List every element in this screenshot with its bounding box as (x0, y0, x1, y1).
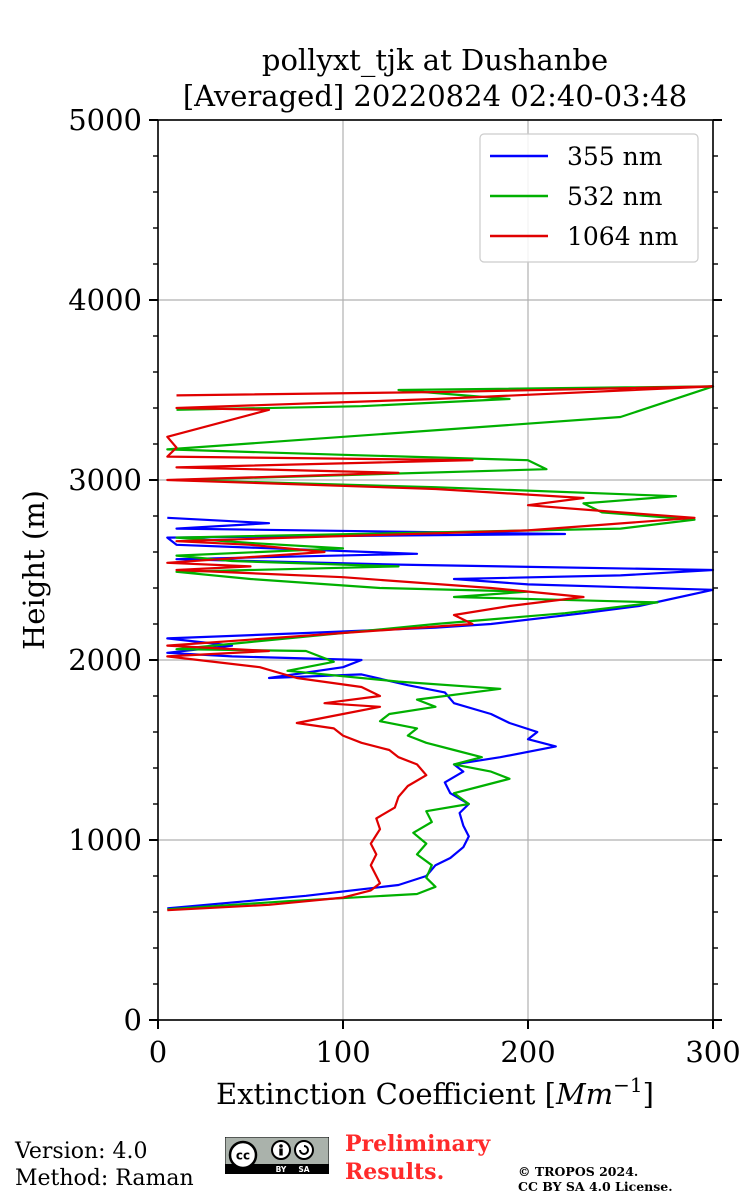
version-info: Version: 4.0 Method: Raman (15, 1138, 194, 1192)
legend-label-1: 532 nm (567, 182, 663, 211)
extinction-profile-chart: pollyxt_tjk at Dushanbe [Averaged] 20220… (17, 43, 741, 1111)
preliminary-notice: Preliminary Results. (345, 1130, 490, 1186)
chart-title: pollyxt_tjk at Dushanbe (262, 43, 608, 78)
series-line-2 (166, 385, 715, 912)
series-layer (166, 385, 715, 912)
series-line-0 (166, 516, 715, 910)
legend-box (479, 133, 699, 263)
y-tick-label-4: 4000 (68, 283, 142, 317)
sa-label: SA (298, 1165, 309, 1174)
cc-icon (228, 1140, 258, 1170)
copyright-line-2: CC BY SA 4.0 License. (518, 1179, 673, 1194)
x-tick-label-2: 200 (500, 1035, 555, 1069)
x-axis-unit-close: ] (643, 1077, 654, 1111)
series-line-1 (166, 385, 715, 911)
x-tick-label-1: 100 (315, 1035, 370, 1069)
y-tick-label-5: 5000 (68, 103, 142, 137)
x-tick-label-0: 0 (149, 1035, 167, 1069)
preliminary-line-1: Preliminary (345, 1131, 491, 1157)
y-tick-label-0: 0 (124, 1003, 142, 1037)
method-label: Method: Raman (15, 1166, 194, 1191)
x-tick-label-3: 300 (685, 1035, 740, 1069)
by-icon-body (279, 1148, 283, 1156)
legend-label-2: 1064 nm (567, 222, 679, 251)
sa-icon-arrow (299, 1145, 309, 1155)
y-tick-label-2: 2000 (68, 643, 142, 677)
y-tick-label-1: 1000 (68, 823, 142, 857)
plot-frame (157, 119, 714, 1021)
x-axis-unit-exponent: −1 (613, 1073, 642, 1097)
x-axis-unit-open: [ (545, 1077, 556, 1111)
sa-icon (294, 1140, 314, 1160)
copyright-line-1: © TROPOS 2024. (518, 1164, 639, 1179)
preliminary-line-2: Results. (345, 1159, 445, 1185)
cc-icon-text: cc (236, 1149, 250, 1163)
chart-subtitle: [Averaged] 20220824 02:40-03:48 (183, 79, 687, 113)
copyright-notice: © TROPOS 2024. CC BY SA 4.0 License. (518, 1164, 673, 1194)
y-tick-label-3: 3000 (68, 463, 142, 497)
x-axis-label-text: Extinction Coefficient (216, 1077, 536, 1111)
version-label: Version: 4.0 (15, 1139, 148, 1164)
legend-label-0: 355 nm (567, 142, 663, 171)
legend: 355 nm 532 nm 1064 nm (479, 133, 699, 263)
y-axis-label: Height (m) (17, 490, 51, 650)
x-axis-unit: Mm (555, 1077, 613, 1111)
by-label: BY (276, 1165, 287, 1174)
by-icon-head (279, 1144, 283, 1148)
cc-by-sa-badge: cc BY SA (225, 1137, 329, 1174)
x-axis-label: Extinction Coefficient [Mm−1] (216, 1073, 654, 1111)
